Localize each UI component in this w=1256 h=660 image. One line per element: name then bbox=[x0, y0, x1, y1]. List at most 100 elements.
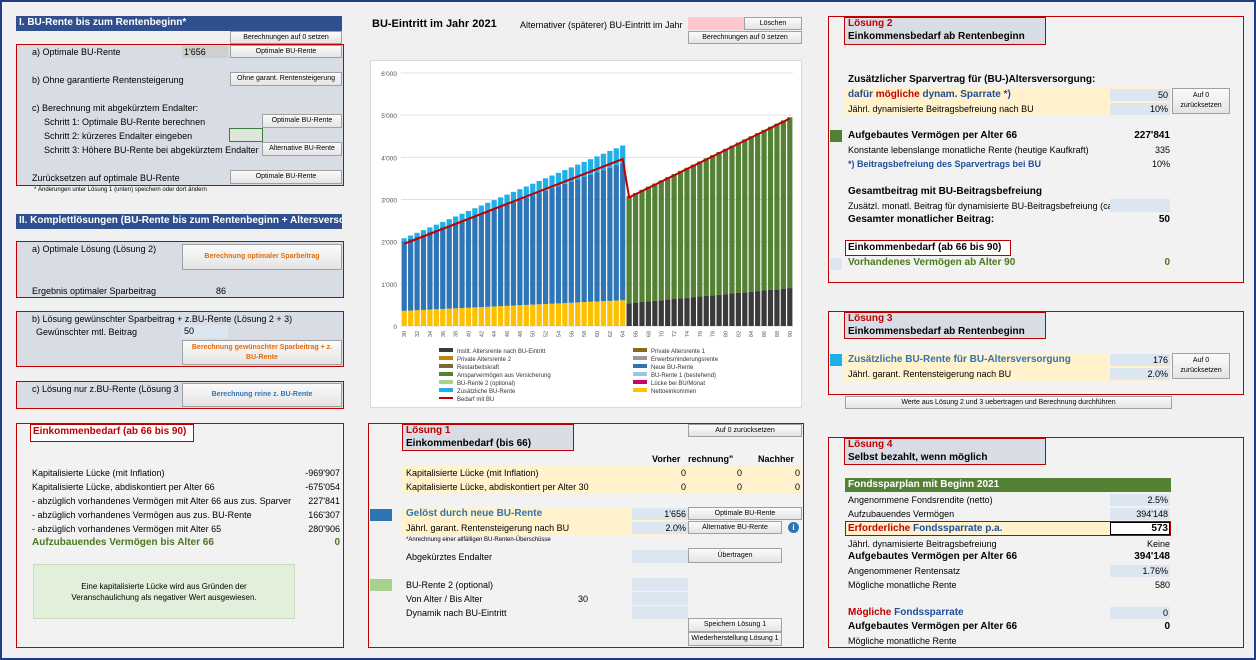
l3-inc-label: Jährl. garant. Rentensteigerung nach BU bbox=[848, 369, 1012, 379]
bar-segment bbox=[491, 200, 497, 210]
x-tick-label: 36 bbox=[441, 331, 447, 337]
transfer-l23-button[interactable]: Werte aus Lösung 2 und 3 uebertragen und… bbox=[845, 396, 1172, 409]
x-tick-label: 52 bbox=[544, 331, 550, 337]
l3-header bbox=[844, 312, 1046, 339]
x-tick-label: 80 bbox=[724, 331, 730, 337]
l2-waiver-value: 10% bbox=[1151, 159, 1170, 169]
legend-label: Private Altersrente 1 bbox=[651, 349, 706, 355]
s2a-result-value: 86 bbox=[216, 286, 227, 296]
step3-button[interactable]: Alternative BU-Rente bbox=[262, 142, 342, 156]
l4-poss-value[interactable]: 0 bbox=[1110, 607, 1170, 619]
bar-segment bbox=[780, 288, 786, 326]
l1-optimal-button[interactable]: Optimale BU-Rente bbox=[688, 507, 802, 520]
ek-total-label: Aufzubauendes Vermögen bis Alter 66 bbox=[32, 537, 214, 548]
reset-optimal-button[interactable]: Optimale BU-Rente bbox=[230, 170, 342, 184]
transfer-button[interactable]: Übertragen bbox=[688, 548, 782, 563]
bar-segment bbox=[530, 195, 536, 305]
bar-segment bbox=[433, 229, 439, 310]
bar-segment bbox=[607, 300, 613, 326]
x-tick-label: 78 bbox=[711, 331, 717, 337]
l3-extra-value[interactable]: 176 bbox=[1110, 354, 1170, 366]
l1-row-label: Kapitalisierte Lücke (mit Inflation) bbox=[406, 468, 539, 478]
bar-segment bbox=[620, 145, 626, 164]
l2-blue-swatch bbox=[830, 258, 842, 270]
l4-panel bbox=[828, 437, 1244, 648]
mid-reset-calc-button[interactable]: Berechnungen auf 0 setzen bbox=[688, 31, 802, 44]
bar-segment bbox=[453, 308, 459, 326]
alt-year-input[interactable] bbox=[688, 17, 744, 30]
s2b-button[interactable]: Berechnung gewünschter Sparbeitrag + z. … bbox=[182, 340, 342, 365]
age-input[interactable] bbox=[632, 592, 688, 605]
l2-cap-label: Aufgebautes Vermögen per Alter 66 bbox=[848, 130, 1018, 141]
x-tick-label: 50 bbox=[531, 331, 537, 337]
bar-segment bbox=[710, 155, 716, 296]
bar-segment bbox=[703, 158, 709, 296]
step1-button[interactable]: Optimale BU-Rente bbox=[262, 114, 342, 128]
l2-green-swatch bbox=[830, 130, 842, 142]
bu2-input[interactable] bbox=[632, 578, 688, 591]
bar-segment bbox=[536, 180, 542, 194]
optimal-button[interactable]: Optimale BU-Rente bbox=[230, 45, 342, 58]
bar-segment bbox=[652, 300, 658, 326]
legend-swatch bbox=[633, 364, 647, 368]
l3-inc-value[interactable]: 2.0% bbox=[1110, 368, 1170, 380]
s2a-result-label: Ergebnis optimaler Sparbeitrag bbox=[32, 286, 157, 296]
legend-swatch bbox=[439, 372, 453, 376]
endalter-label: Abgekürztes Endalter bbox=[406, 552, 493, 562]
l4-rate-value[interactable]: 1.76% bbox=[1110, 565, 1170, 577]
s2a-button[interactable]: Berechnung optimaler Sparbeitrag bbox=[182, 244, 342, 270]
info-icon[interactable]: i bbox=[788, 522, 799, 533]
s2b-input[interactable]: 50 bbox=[182, 325, 228, 338]
delete-button[interactable]: Löschen bbox=[744, 17, 802, 30]
save-button[interactable]: Speichern Lösung 1 bbox=[688, 618, 782, 632]
bar-segment bbox=[684, 297, 690, 326]
legend-label: BU-Rente 1 (bestehend) bbox=[651, 373, 716, 379]
without-increase-button[interactable]: Ohne garant. Rentensteigerung bbox=[230, 72, 342, 86]
dyn-input[interactable] bbox=[632, 606, 688, 619]
bar-segment bbox=[408, 238, 414, 311]
l1-alternative-button[interactable]: Alternative BU-Rente bbox=[688, 521, 782, 534]
ek-row-label: - abzüglich vorhandenes Vermögen mit Alt… bbox=[32, 524, 222, 534]
l1-reset-button[interactable]: Auf 0 zurücksetzen bbox=[688, 424, 802, 437]
bar-segment bbox=[517, 305, 523, 326]
x-tick-label: 90 bbox=[788, 331, 794, 337]
l1-row-before: 0 bbox=[680, 482, 686, 492]
restore-button[interactable]: Wiederherstellung Lösung 1 bbox=[688, 632, 782, 646]
s2b-label: b) Lösung gewünschter Sparbeitrag + z.BU… bbox=[32, 314, 293, 324]
col-before: Vorher bbox=[652, 454, 681, 464]
l2-reset-button[interactable]: Auf 0 zurücksetzen bbox=[1172, 88, 1230, 114]
bar-segment bbox=[523, 197, 529, 305]
l2-total-label: Gesamter monatlicher Beitrag: bbox=[848, 214, 995, 225]
l4-rate-label: Angenommener Rentensatz bbox=[848, 566, 961, 576]
increase-value[interactable]: 2.0% bbox=[632, 522, 688, 534]
bar-segment bbox=[639, 189, 645, 303]
bar-segment bbox=[607, 150, 613, 168]
end-age-input[interactable] bbox=[229, 128, 263, 142]
bar-segment bbox=[562, 183, 568, 304]
legend-swatch bbox=[633, 380, 647, 384]
reset-calc-button[interactable]: Berechnungen auf 0 setzen bbox=[230, 31, 342, 44]
bar-segment bbox=[510, 202, 517, 306]
l2-rate-mid: mögliche bbox=[875, 89, 920, 100]
bar-segment bbox=[594, 156, 600, 173]
ek-row-label: Kapitalisierte Lücke, abdiskontiert per … bbox=[32, 482, 215, 492]
endalter-input[interactable] bbox=[632, 550, 688, 563]
l2-dyn-value[interactable]: 10% bbox=[1110, 103, 1170, 115]
l2-rate-input[interactable]: 50 bbox=[1110, 89, 1170, 101]
bar-segment bbox=[497, 306, 504, 326]
bar-segment bbox=[497, 197, 504, 207]
alt-year-label: Alternativer (späterer) BU-Eintritt im J… bbox=[520, 20, 683, 30]
l3-reset-button[interactable]: Auf 0 zurücksetzen bbox=[1172, 353, 1230, 379]
age-value: 30 bbox=[578, 594, 589, 604]
l4-return-value[interactable]: 2.5% bbox=[1110, 494, 1170, 506]
bar-segment bbox=[549, 303, 555, 326]
x-tick-label: 60 bbox=[595, 331, 601, 337]
x-tick-label: 86 bbox=[762, 331, 768, 337]
l2-extra-input[interactable] bbox=[1110, 199, 1170, 212]
bu2-label: BU-Rente 2 (optional) bbox=[406, 580, 494, 590]
bar-segment bbox=[632, 302, 639, 326]
legend-swatch bbox=[633, 356, 647, 360]
x-tick-label: 88 bbox=[775, 331, 781, 337]
l1-row-after: 0 bbox=[794, 482, 800, 492]
s2c-button[interactable]: Berechnung reine z. BU-Rente bbox=[182, 383, 342, 407]
